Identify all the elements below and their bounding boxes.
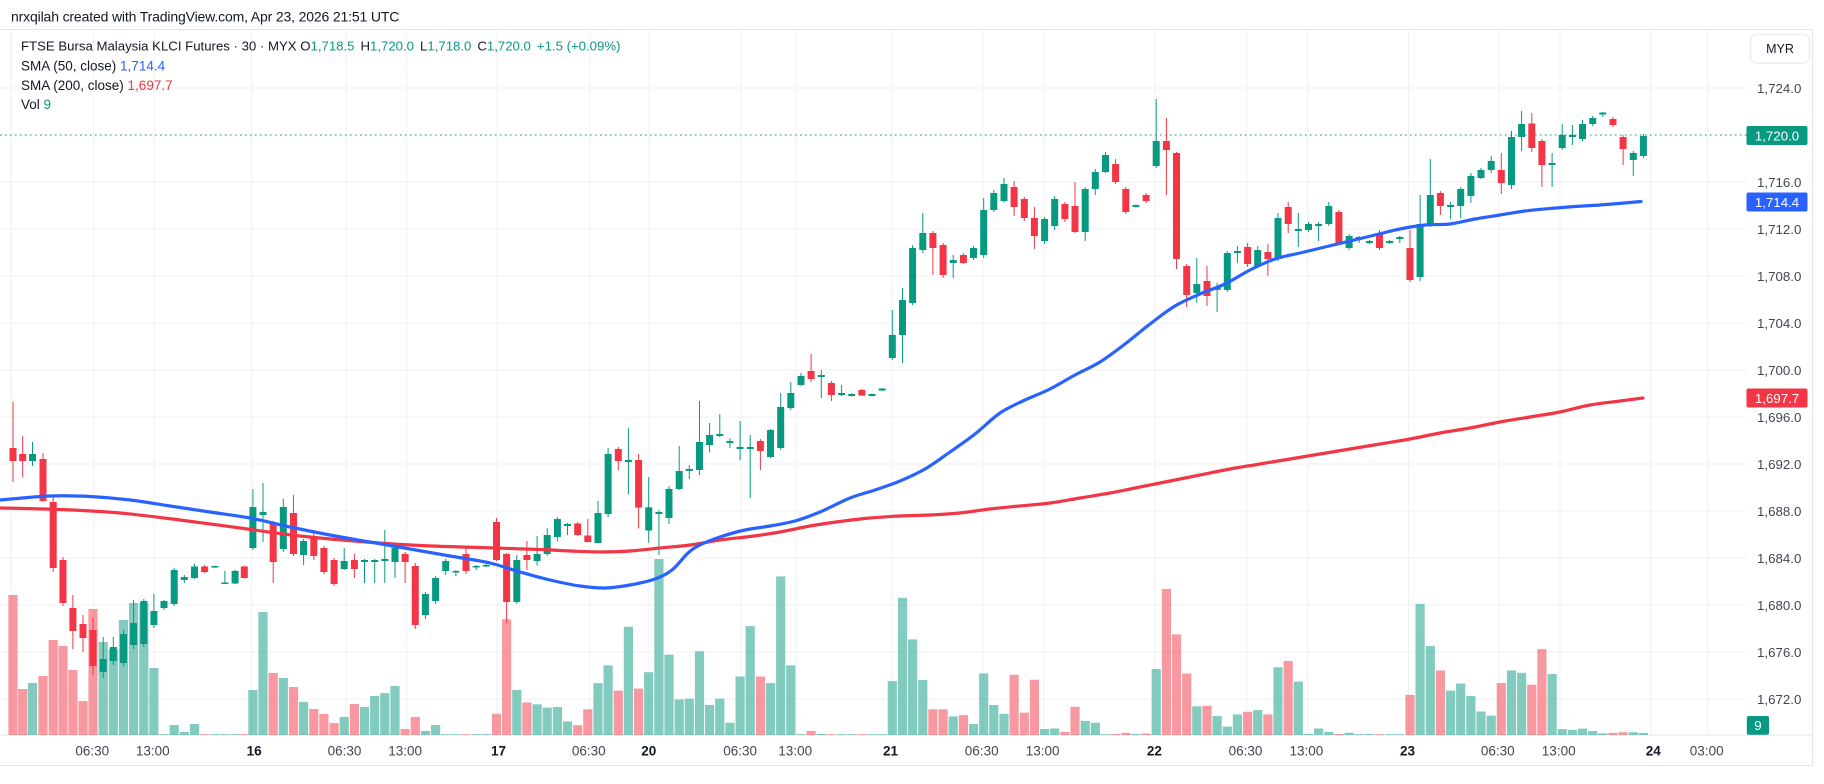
svg-text:06:30: 06:30 (1481, 744, 1515, 759)
svg-text:13:00: 13:00 (136, 744, 170, 759)
svg-text:1,672.0: 1,672.0 (1757, 692, 1801, 707)
svg-text:17: 17 (491, 744, 506, 759)
svg-text:22: 22 (1147, 744, 1162, 759)
svg-text:1,680.0: 1,680.0 (1757, 598, 1801, 613)
svg-text:1,716.0: 1,716.0 (1757, 175, 1801, 190)
svg-text:1,708.0: 1,708.0 (1757, 269, 1801, 284)
svg-text:13:00: 13:00 (1026, 744, 1060, 759)
svg-text:13:00: 13:00 (388, 744, 422, 759)
svg-text:SMA (200, close) 1,697.7: SMA (200, close) 1,697.7 (21, 78, 173, 93)
svg-text:06:30: 06:30 (723, 744, 757, 759)
svg-text:1,704.0: 1,704.0 (1757, 316, 1801, 331)
svg-text:23: 23 (1400, 744, 1416, 759)
svg-text:13:00: 13:00 (778, 744, 812, 759)
svg-text:1,714.4: 1,714.4 (1755, 195, 1799, 210)
svg-text:03:00: 03:00 (1690, 744, 1724, 759)
svg-text:1,712.0: 1,712.0 (1757, 222, 1801, 237)
svg-text:1,696.0: 1,696.0 (1757, 410, 1801, 425)
svg-text:13:00: 13:00 (1542, 744, 1576, 759)
svg-text:Vol 9: Vol 9 (21, 97, 51, 112)
svg-text:06:30: 06:30 (75, 744, 109, 759)
svg-text:1,692.0: 1,692.0 (1757, 457, 1801, 472)
svg-text:1,676.0: 1,676.0 (1757, 645, 1801, 660)
svg-text:06:30: 06:30 (572, 744, 606, 759)
svg-text:24: 24 (1646, 744, 1662, 759)
svg-text:1,688.0: 1,688.0 (1757, 504, 1801, 519)
svg-text:MYR: MYR (1766, 42, 1794, 56)
svg-text:06:30: 06:30 (965, 744, 999, 759)
svg-text:16: 16 (247, 744, 263, 759)
svg-text:nrxqilah created with TradingV: nrxqilah created with TradingView.com, A… (11, 9, 399, 25)
svg-text:1,724.0: 1,724.0 (1757, 81, 1801, 96)
svg-text:FTSE Bursa Malaysia KLCI Futur: FTSE Bursa Malaysia KLCI Futures · 30 · … (21, 39, 620, 54)
svg-text:06:30: 06:30 (328, 744, 362, 759)
svg-text:1,700.0: 1,700.0 (1757, 363, 1801, 378)
svg-text:9: 9 (1754, 718, 1761, 733)
svg-text:21: 21 (883, 744, 899, 759)
svg-text:20: 20 (641, 744, 656, 759)
svg-text:SMA (50, close) 1,714.4: SMA (50, close) 1,714.4 (21, 59, 166, 74)
svg-text:1,697.7: 1,697.7 (1755, 391, 1799, 406)
svg-text:1,684.0: 1,684.0 (1757, 551, 1801, 566)
svg-text:06:30: 06:30 (1229, 744, 1263, 759)
svg-text:1,720.0: 1,720.0 (1755, 128, 1799, 143)
svg-text:13:00: 13:00 (1290, 744, 1324, 759)
